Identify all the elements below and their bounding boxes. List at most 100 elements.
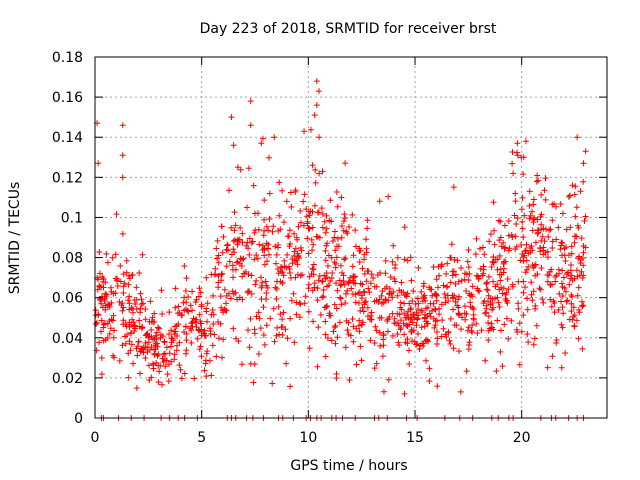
data-point xyxy=(327,197,334,204)
data-point xyxy=(116,298,123,305)
data-points xyxy=(92,78,589,421)
data-point xyxy=(434,317,441,324)
data-point xyxy=(323,304,330,311)
data-point xyxy=(334,235,341,242)
data-point xyxy=(378,300,385,307)
data-point xyxy=(519,218,526,225)
data-point xyxy=(137,290,144,297)
data-point xyxy=(538,211,545,218)
data-point xyxy=(402,314,409,321)
data-point xyxy=(158,287,165,294)
data-point xyxy=(263,296,270,303)
data-point xyxy=(535,229,542,236)
data-point xyxy=(234,238,241,245)
data-point xyxy=(408,316,415,323)
data-point xyxy=(494,256,501,263)
data-point xyxy=(407,306,414,313)
data-point xyxy=(356,317,363,324)
data-point xyxy=(116,357,123,364)
data-point xyxy=(357,307,364,314)
data-point xyxy=(331,324,338,331)
data-point xyxy=(215,284,222,291)
data-point xyxy=(487,301,494,308)
data-point xyxy=(182,287,189,294)
data-point xyxy=(170,337,177,344)
data-point xyxy=(492,283,499,290)
data-point xyxy=(514,149,521,156)
data-point xyxy=(324,262,331,269)
data-point xyxy=(133,284,140,291)
data-point xyxy=(578,298,585,305)
data-point xyxy=(198,320,205,327)
data-point xyxy=(557,246,564,253)
data-point xyxy=(160,351,167,358)
data-point xyxy=(223,246,230,253)
data-point xyxy=(364,217,371,224)
data-point xyxy=(371,339,378,346)
data-point xyxy=(219,270,226,277)
data-point xyxy=(264,258,271,265)
data-point xyxy=(384,328,391,335)
data-point xyxy=(96,339,103,346)
data-point xyxy=(571,239,578,246)
data-point xyxy=(414,340,421,347)
data-point xyxy=(438,261,445,268)
data-point xyxy=(509,234,516,241)
data-point xyxy=(452,271,459,278)
data-point xyxy=(166,331,173,338)
data-point xyxy=(561,245,568,252)
data-point xyxy=(331,259,338,266)
data-point xyxy=(385,297,392,304)
data-point xyxy=(509,160,516,167)
data-point xyxy=(271,134,278,141)
data-point xyxy=(288,204,295,211)
data-point xyxy=(248,239,255,246)
data-point xyxy=(501,245,508,252)
data-point xyxy=(382,270,389,277)
data-point xyxy=(544,364,551,371)
data-point xyxy=(333,254,340,261)
data-point xyxy=(463,311,470,318)
data-point xyxy=(328,275,335,282)
data-point xyxy=(490,259,497,266)
data-point xyxy=(100,276,107,283)
data-point xyxy=(366,316,373,323)
data-point xyxy=(523,241,530,248)
data-point xyxy=(322,229,329,236)
data-point xyxy=(517,257,524,264)
data-point xyxy=(367,280,374,287)
data-point xyxy=(310,266,317,273)
data-point xyxy=(270,305,277,312)
data-point xyxy=(530,201,537,208)
data-point xyxy=(311,202,318,209)
data-point xyxy=(551,309,558,316)
data-point xyxy=(549,353,556,360)
data-point xyxy=(125,374,132,381)
data-point xyxy=(312,166,319,173)
data-point xyxy=(541,238,548,245)
data-point xyxy=(392,261,399,268)
data-point xyxy=(323,212,330,219)
data-point xyxy=(232,222,239,229)
data-point xyxy=(538,264,545,271)
data-point xyxy=(410,327,417,334)
data-point xyxy=(576,272,583,279)
data-point xyxy=(248,272,255,279)
data-point xyxy=(397,326,404,333)
data-point xyxy=(319,224,326,231)
data-point xyxy=(296,314,303,321)
data-point xyxy=(103,250,110,257)
data-point xyxy=(309,265,316,272)
data-point xyxy=(189,288,196,295)
data-point xyxy=(183,275,190,282)
data-point xyxy=(523,266,530,273)
data-point xyxy=(529,262,536,269)
data-point xyxy=(445,297,452,304)
data-point xyxy=(419,309,426,316)
data-point xyxy=(513,221,520,228)
data-point xyxy=(404,323,411,330)
data-point xyxy=(352,299,359,306)
data-point xyxy=(136,269,143,276)
data-point xyxy=(298,247,305,254)
